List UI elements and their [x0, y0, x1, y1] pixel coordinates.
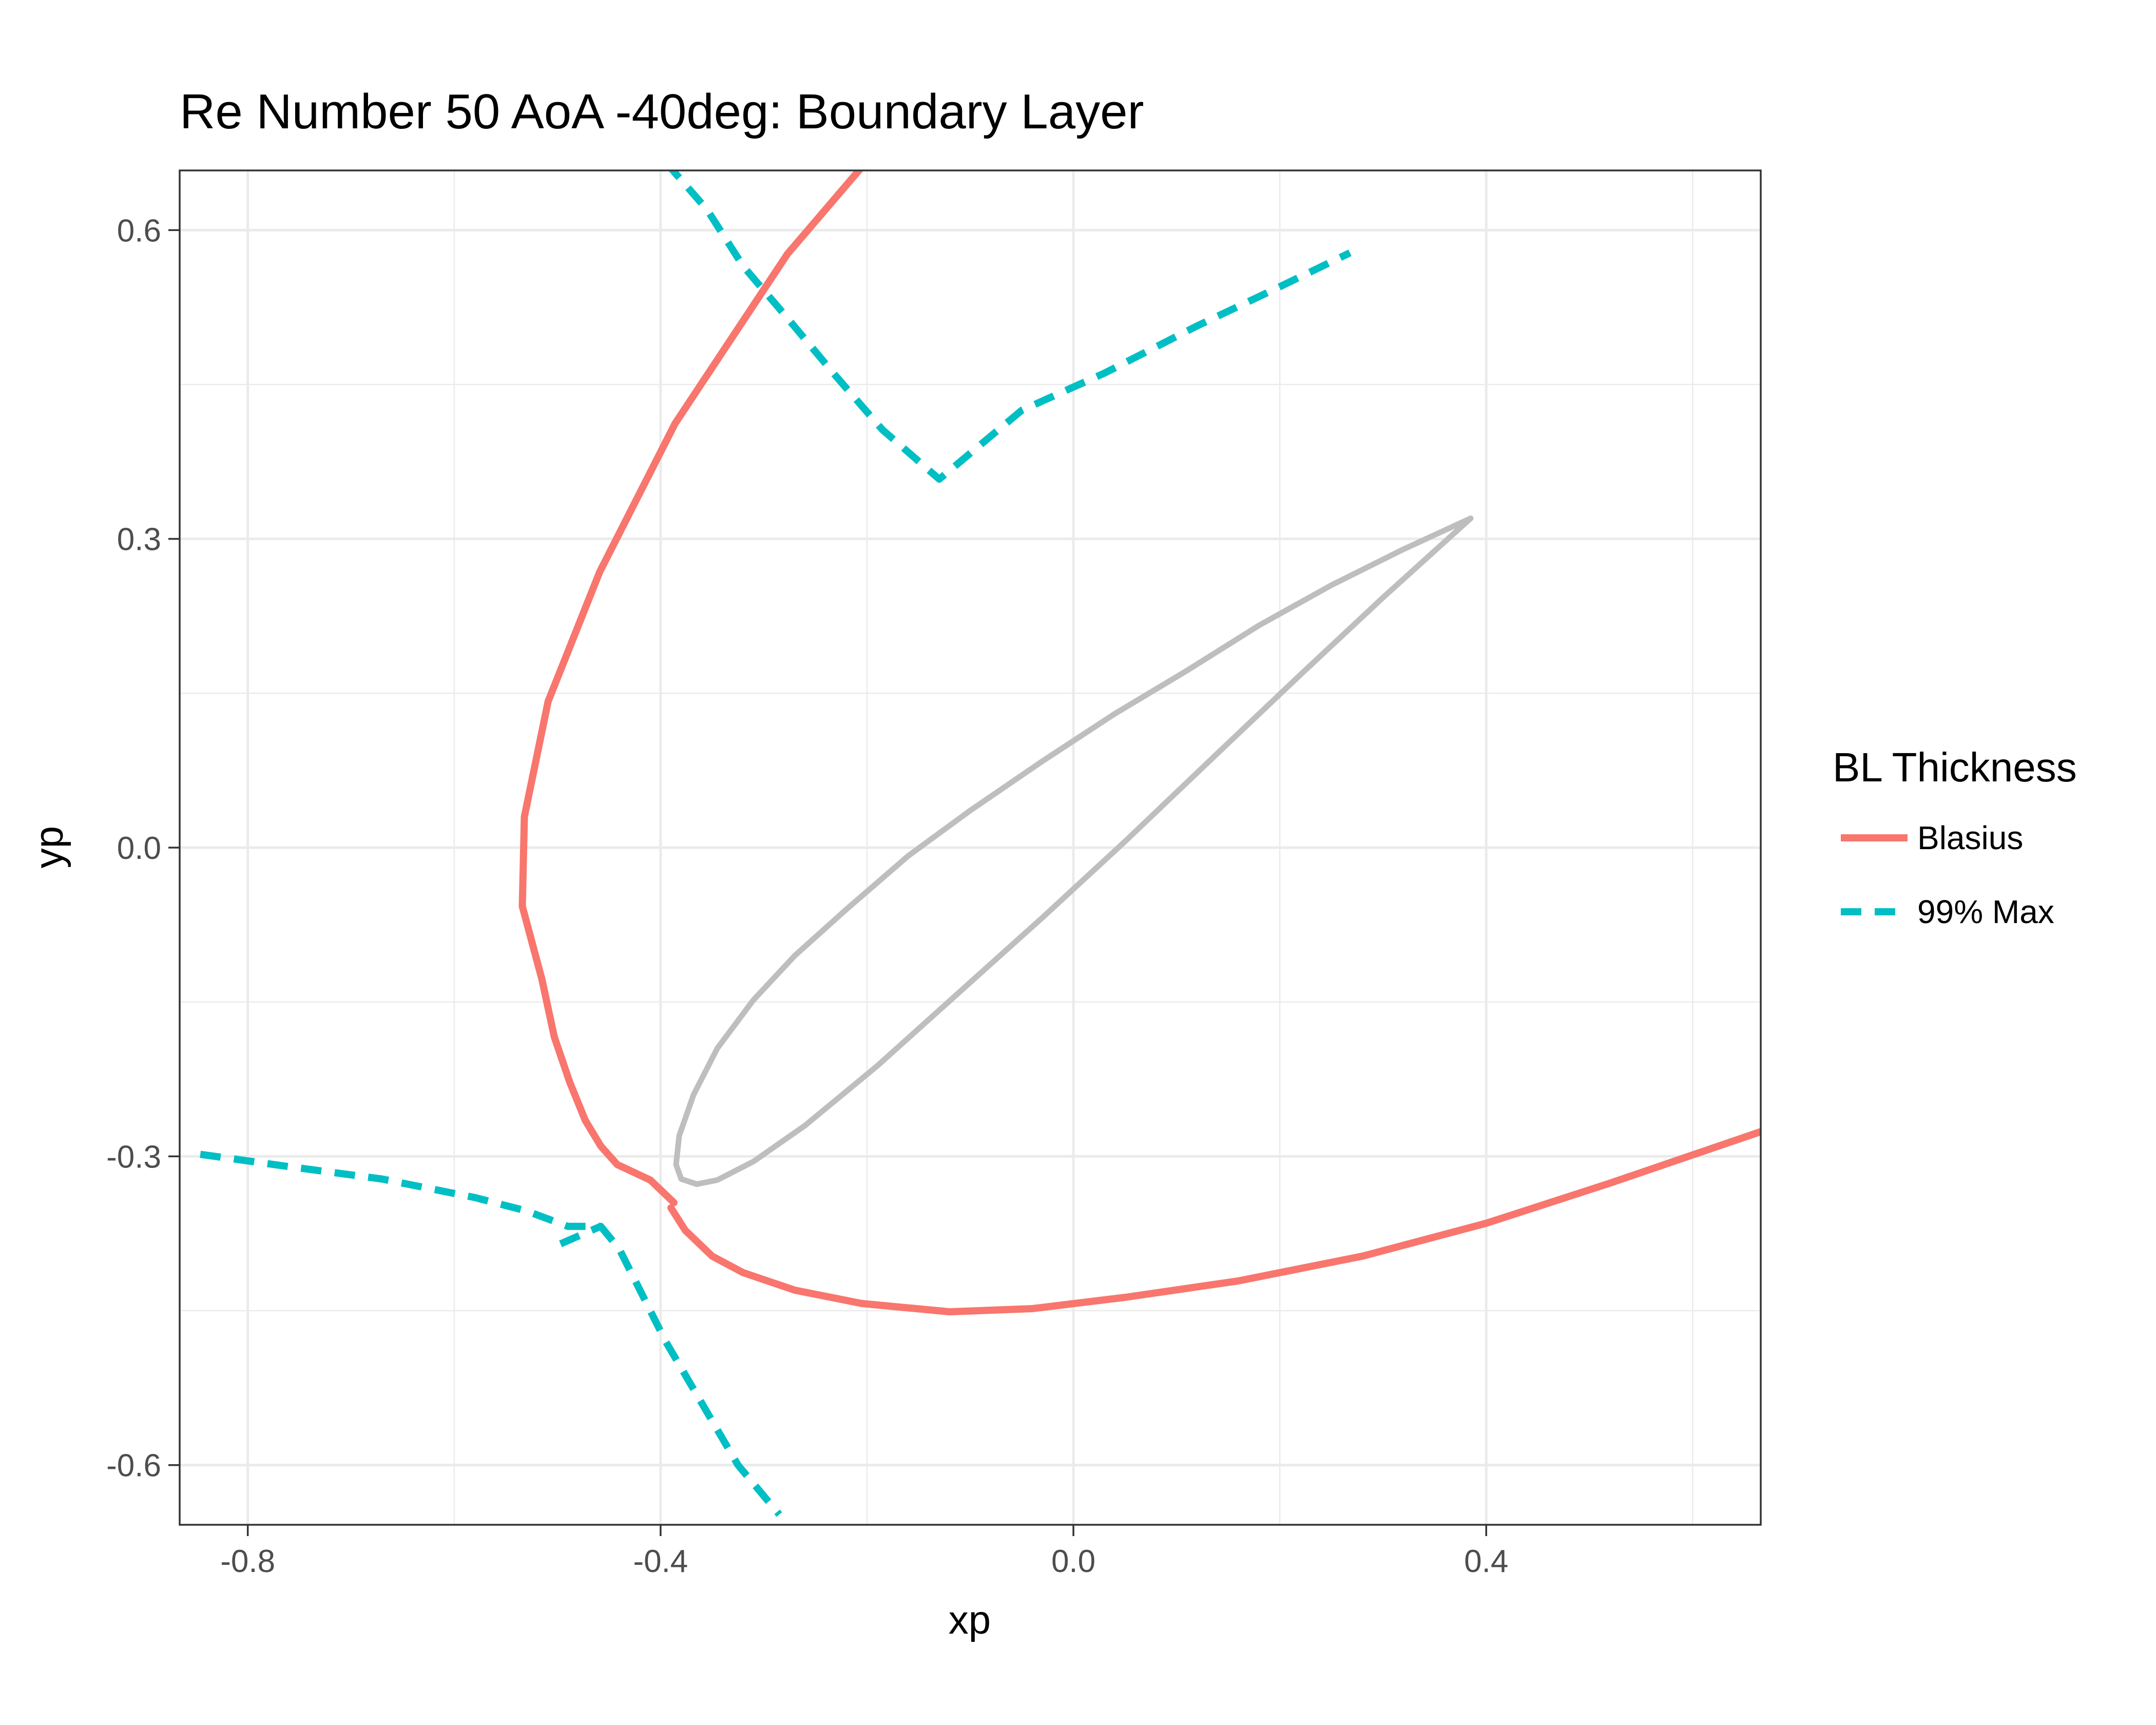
series-line-blasius-1 — [667, 1128, 1761, 1316]
series-line-99-max-1 — [559, 1223, 603, 1248]
x-tick-label: -0.4 — [633, 1544, 688, 1579]
x-tick-label: -0.8 — [220, 1544, 275, 1579]
y-tick-label: 0.3 — [117, 522, 161, 558]
grid-lines — [180, 170, 1761, 1525]
series-line-blasius-0 — [518, 170, 864, 1206]
legend-label-99-max: 99% Max — [1917, 893, 2054, 930]
y-axis-title: yp — [26, 826, 71, 868]
y-tick-label: 0.6 — [117, 213, 161, 248]
chart-title: Re Number 50 AoA -40deg: Boundary Layer — [180, 84, 1144, 139]
y-tick-label: -0.6 — [106, 1448, 161, 1484]
data-layer — [200, 170, 1761, 1517]
y-tick-label: 0.0 — [117, 831, 161, 866]
legend-label-blasius: Blasius — [1917, 819, 2023, 856]
x-tick-label: 0.4 — [1464, 1544, 1508, 1579]
series-line-99-max-2 — [668, 170, 1352, 483]
y-tick-label: -0.3 — [106, 1139, 161, 1175]
x-axis-title: xp — [949, 1597, 991, 1642]
x-tick-label: 0.0 — [1051, 1544, 1095, 1579]
legend-title: BL Thickness — [1833, 744, 2077, 790]
legend: BL Thickness Blasius 99% Max — [1833, 744, 2077, 930]
series-line-airfoil-0 — [673, 515, 1474, 1187]
axis-ticks: -0.8 -0.4 0.0 0.4 -0.6 -0.3 0.0 0.3 0.6 — [106, 213, 1508, 1579]
